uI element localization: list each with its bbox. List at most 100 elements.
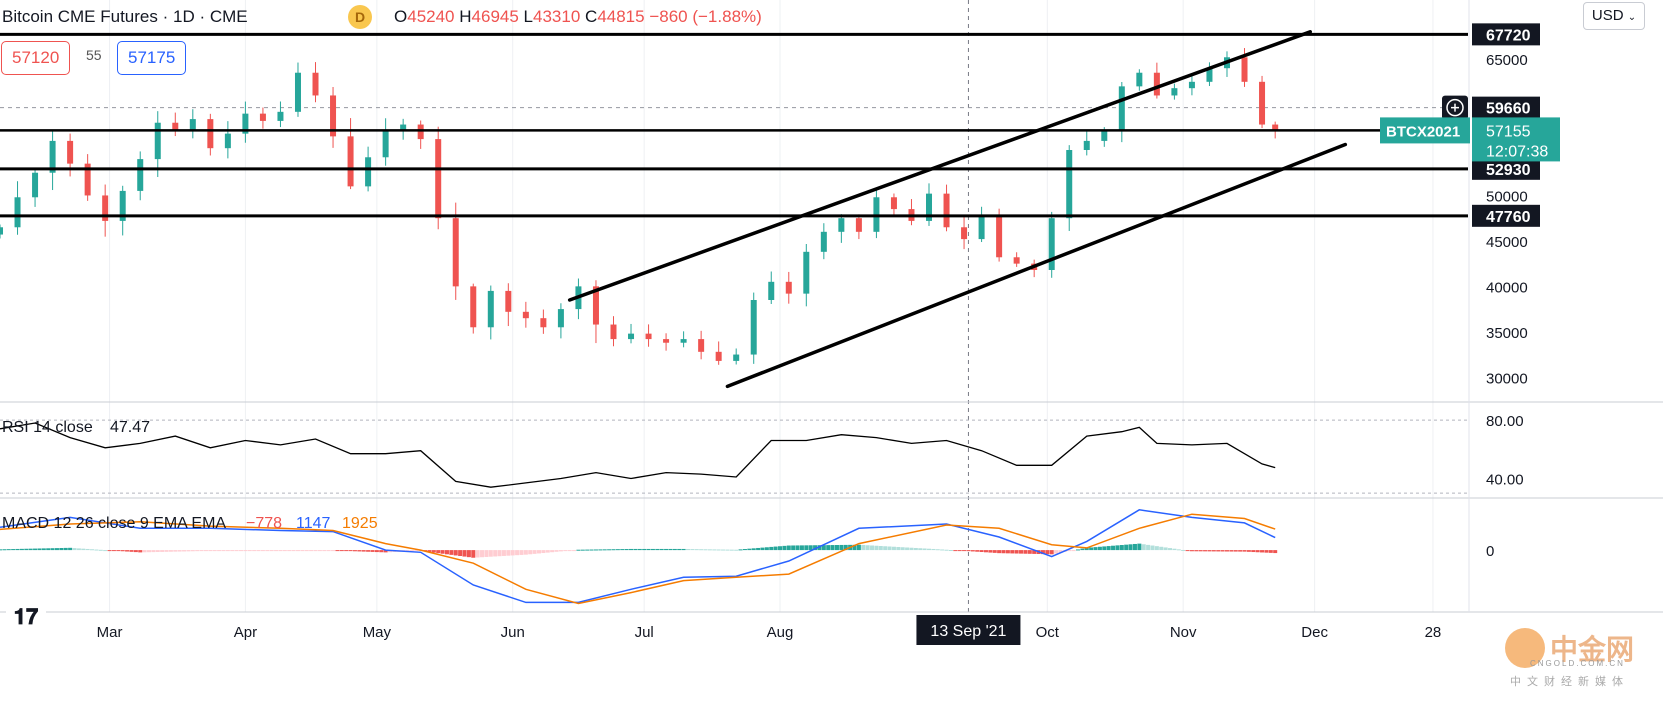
macd-bar <box>98 549 103 551</box>
macd-bar <box>550 550 555 553</box>
candle <box>715 341 722 365</box>
last-price-label: 57155 <box>1486 123 1531 140</box>
last-price-box <box>1472 117 1560 162</box>
macd-bar <box>11 549 16 551</box>
macd-bar <box>738 549 743 551</box>
candle-body <box>119 190 126 221</box>
macd-bar <box>742 549 747 551</box>
macd-bar <box>997 550 1002 554</box>
macd-bar <box>1146 544 1151 551</box>
macd-bar <box>922 548 927 551</box>
macd-bar <box>637 548 642 551</box>
macd-bar <box>1242 550 1247 552</box>
macd-bar <box>466 550 471 558</box>
macd-bar <box>821 545 826 551</box>
macd-bar <box>1045 550 1050 555</box>
macd-bar <box>834 545 839 551</box>
buy-price-button[interactable]: 57175 <box>117 41 187 75</box>
candle-body <box>698 339 705 352</box>
sell-price-button[interactable]: 57120 <box>1 41 71 75</box>
candle <box>890 193 897 215</box>
macd-bar <box>427 550 432 553</box>
macd-bar <box>1211 550 1216 552</box>
macd-bar <box>786 545 791 551</box>
candle <box>84 154 91 201</box>
macd-bar <box>348 550 353 552</box>
macd-bar <box>808 545 813 551</box>
watermark-name: 中金网 <box>1550 634 1635 665</box>
macd-bar <box>580 549 585 551</box>
macd-bar <box>629 548 634 551</box>
candle-body <box>470 286 477 328</box>
candle-body <box>785 281 792 294</box>
candle <box>259 107 266 129</box>
macd-bar <box>948 550 953 552</box>
macd-bar <box>1106 546 1111 551</box>
currency-select[interactable]: USD ⌄ <box>1583 2 1645 30</box>
macd-bar <box>769 546 774 551</box>
candle <box>750 292 757 364</box>
macd-bar <box>764 547 769 551</box>
level-label: 47760 <box>1486 209 1531 226</box>
macd-bar <box>624 549 629 551</box>
macd-bar <box>129 550 134 552</box>
macd-bar <box>50 548 55 551</box>
change-value: −860 (−1.88%) <box>649 7 762 26</box>
candle-body <box>382 130 389 158</box>
macd-bar <box>515 550 520 556</box>
macd-bar <box>685 549 690 551</box>
macd-bar <box>322 550 327 552</box>
macd-bar <box>453 550 458 556</box>
macd-bar <box>155 550 160 553</box>
macd-bar <box>313 550 318 552</box>
candle-body <box>1101 130 1108 141</box>
candle-body <box>820 231 827 252</box>
macd-bar <box>269 550 274 552</box>
macd-bar <box>707 549 712 551</box>
macd-bar <box>335 550 340 552</box>
macd-bar <box>1019 550 1024 554</box>
candle-body <box>435 139 442 219</box>
macd-histogram-value: −778 <box>246 515 282 532</box>
macd-bar <box>449 550 454 555</box>
candle-body <box>645 333 652 340</box>
macd-bar <box>195 550 200 552</box>
macd-bar <box>409 550 414 552</box>
candle-body <box>1241 57 1248 82</box>
candle <box>803 243 810 307</box>
candle-body <box>242 113 249 134</box>
macd-bar <box>1268 550 1273 553</box>
tradingview-logo[interactable]: 𝟏𝟕 <box>6 600 46 634</box>
candle-body <box>102 195 109 221</box>
macd-bar <box>813 545 818 551</box>
high-value: 46945 <box>471 7 519 26</box>
candle <box>1153 62 1160 99</box>
symbol-tag: BTCX2021 <box>1386 123 1460 140</box>
macd-bar <box>576 549 581 551</box>
macd-bar <box>883 546 888 551</box>
macd-bar <box>475 550 480 558</box>
macd-bar <box>501 550 506 556</box>
candle <box>119 185 126 236</box>
candle-body <box>67 140 74 164</box>
macd-bar <box>1049 550 1054 555</box>
macd-bar <box>274 550 279 552</box>
macd-bar <box>125 550 130 552</box>
macd-bar <box>1027 550 1032 554</box>
macd-bar <box>830 545 835 551</box>
price-tick-label: 30000 <box>1486 370 1528 387</box>
candle <box>32 169 39 207</box>
symbol-title[interactable]: Bitcoin CME Futures · 1D · CME <box>2 7 248 26</box>
macd-bar <box>891 546 896 551</box>
macd-bar <box>1207 550 1212 552</box>
candle <box>207 113 214 156</box>
candle-body <box>663 339 670 343</box>
macd-bar <box>103 550 108 552</box>
macd-bar <box>970 550 975 552</box>
macd-bar <box>905 547 910 551</box>
candle-body <box>890 197 897 210</box>
candle-body <box>294 72 301 112</box>
signal-line <box>0 513 1276 605</box>
